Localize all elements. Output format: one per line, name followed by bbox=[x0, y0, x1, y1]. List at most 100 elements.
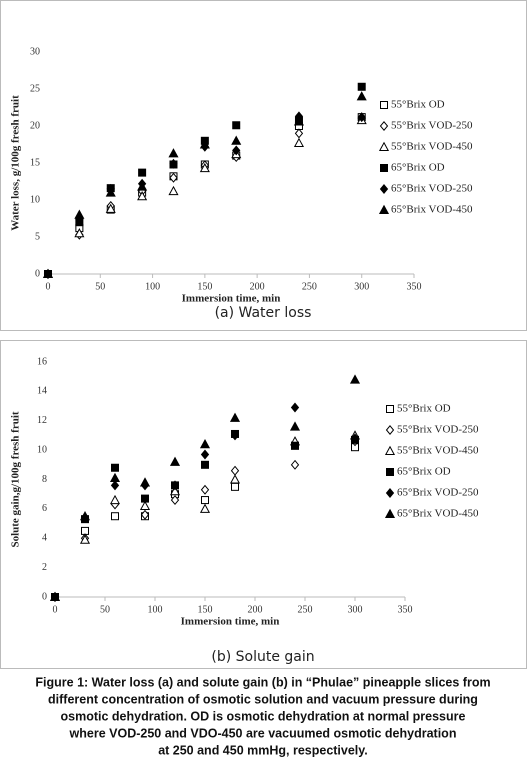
legend-label: 65°Brix VOD-250 bbox=[391, 183, 473, 195]
data-point bbox=[199, 139, 210, 149]
y-tick-label: 10 bbox=[37, 444, 47, 455]
y-tick-label: 15 bbox=[30, 157, 40, 168]
y-tick-label: 12 bbox=[37, 415, 47, 426]
data-point bbox=[74, 228, 85, 238]
data-point bbox=[105, 203, 116, 213]
data-point bbox=[139, 477, 151, 487]
data-point bbox=[294, 128, 304, 139]
data-point bbox=[357, 82, 366, 91]
legend-label: 55°Brix VOD-250 bbox=[397, 424, 479, 436]
figure-caption-line: different concentration of osmotic solut… bbox=[48, 692, 478, 706]
y-tick-label: 20 bbox=[30, 120, 40, 131]
data-point bbox=[350, 433, 360, 444]
legend-marker bbox=[384, 445, 396, 455]
data-point bbox=[138, 168, 147, 177]
y-axis-label: Solute gain,g/100g fresh fruit bbox=[10, 411, 22, 547]
data-point bbox=[111, 463, 119, 472]
figure-caption-line: Figure 1: Water loss (a) and solute gain… bbox=[35, 675, 490, 689]
legend-marker bbox=[386, 468, 394, 476]
x-tick-label: 0 bbox=[53, 604, 58, 615]
x-tick-label: 100 bbox=[148, 604, 163, 615]
legend-label: 65°Brix VOD-250 bbox=[397, 487, 479, 499]
data-point bbox=[200, 484, 210, 495]
legend-label: 55°Brix VOD-250 bbox=[391, 120, 473, 132]
data-point bbox=[169, 172, 178, 183]
data-point bbox=[74, 209, 85, 219]
data-point bbox=[201, 496, 209, 505]
legend-label: 55°Brix OD bbox=[391, 99, 445, 111]
legend-marker bbox=[378, 141, 390, 151]
x-tick-label: 50 bbox=[100, 604, 110, 615]
data-point bbox=[110, 480, 120, 491]
x-tick-label: 250 bbox=[302, 281, 317, 292]
data-point bbox=[199, 439, 211, 449]
y-tick-label: 14 bbox=[37, 386, 47, 397]
figure-caption-line: osmotic dehydration. OD is osmotic dehyd… bbox=[61, 709, 466, 723]
data-point bbox=[109, 494, 121, 505]
data-point bbox=[141, 494, 149, 503]
data-point bbox=[293, 137, 305, 148]
data-point bbox=[137, 181, 148, 191]
chart-caption: (b) Solute gain bbox=[211, 649, 314, 665]
legend-label: 65°Brix OD bbox=[397, 466, 451, 478]
data-point bbox=[289, 421, 301, 431]
legend-marker bbox=[385, 488, 395, 498]
legend-label: 65°Brix OD bbox=[391, 162, 445, 174]
data-point bbox=[356, 91, 367, 101]
data-point bbox=[105, 187, 116, 197]
y-tick-label: 10 bbox=[30, 194, 40, 205]
data-point bbox=[290, 459, 300, 470]
x-tick-label: 350 bbox=[407, 281, 422, 292]
legend-marker bbox=[385, 425, 395, 435]
chart-caption: (a) Water loss bbox=[215, 305, 312, 321]
data-point bbox=[49, 591, 61, 601]
y-tick-label: 4 bbox=[42, 533, 47, 544]
x-axis-label: Immersion time, min bbox=[182, 293, 281, 305]
data-point bbox=[232, 121, 241, 130]
data-point bbox=[168, 185, 179, 196]
legend-marker bbox=[380, 164, 388, 172]
data-point bbox=[230, 465, 240, 476]
data-point bbox=[170, 480, 180, 491]
x-tick-label: 300 bbox=[354, 281, 369, 292]
legend-marker bbox=[386, 405, 394, 413]
legend-label: 55°Brix VOD-450 bbox=[391, 141, 473, 153]
data-point bbox=[139, 500, 151, 510]
x-tick-label: 300 bbox=[348, 604, 363, 615]
y-axis-label: Water loss, g/100g fresh fruit bbox=[10, 95, 22, 231]
data-point bbox=[169, 158, 178, 169]
y-tick-label: 6 bbox=[42, 503, 47, 514]
x-tick-label: 200 bbox=[248, 604, 263, 615]
x-tick-label: 200 bbox=[250, 281, 265, 292]
figure-caption-line: at 250 and 450 mmHg, respectively. bbox=[158, 743, 368, 757]
legend-marker bbox=[378, 204, 390, 214]
legend-label: 65°Brix VOD-450 bbox=[391, 204, 473, 216]
y-tick-label: 16 bbox=[37, 356, 47, 367]
figure-caption-line: where VOD-250 and VDO-450 are vacuumed o… bbox=[69, 726, 457, 740]
y-tick-label: 25 bbox=[30, 83, 40, 94]
data-point bbox=[109, 472, 121, 483]
data-point bbox=[229, 474, 241, 484]
legend-marker bbox=[379, 121, 389, 131]
data-point bbox=[349, 374, 361, 384]
y-tick-label: 5 bbox=[35, 231, 40, 242]
data-point bbox=[199, 162, 210, 173]
x-tick-label: 150 bbox=[197, 281, 212, 292]
y-tick-label: 30 bbox=[30, 46, 40, 57]
data-point bbox=[42, 268, 54, 278]
y-tick-label: 2 bbox=[42, 562, 47, 573]
y-tick-label: 8 bbox=[42, 474, 47, 485]
data-point bbox=[169, 456, 181, 466]
data-point bbox=[231, 135, 242, 145]
data-point bbox=[357, 112, 366, 123]
data-point bbox=[231, 482, 239, 491]
x-tick-label: 250 bbox=[298, 604, 313, 615]
data-point bbox=[79, 510, 91, 521]
data-point bbox=[229, 412, 241, 422]
data-point bbox=[293, 116, 305, 126]
x-tick-label: 0 bbox=[46, 281, 51, 292]
data-point bbox=[200, 449, 210, 460]
data-point bbox=[201, 460, 209, 469]
y-tick-label: 0 bbox=[35, 268, 40, 279]
x-tick-label: 150 bbox=[198, 604, 213, 615]
